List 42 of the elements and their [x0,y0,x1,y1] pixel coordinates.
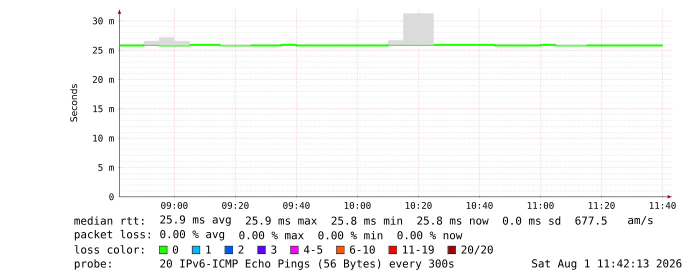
y-tick-label: 20 m [92,76,114,84]
y-tick-label: 25 m [92,46,114,54]
legend-label: 0 [172,246,178,254]
legend-label: 1 [206,246,211,254]
text: 677.5 [575,216,607,225]
text: 25.8 ms min [332,216,402,225]
y-tick-label: 30 m [92,17,114,24]
x-tick-label: 10:00 [344,202,371,209]
legend-label: 2 [238,246,244,254]
legend-label: 6-10 [350,246,375,254]
legend-label: 3 [271,246,276,254]
text: am/s [628,216,653,226]
text: 20 IPv6-ICMP Echo Pings (56 Bytes) every 300s [160,259,454,270]
x-tick-label: 11:00 [528,202,554,209]
text: 25.8 ms now [417,216,489,225]
text: 0.00 % now [397,231,462,240]
y-axis-title: Seconds [70,84,78,122]
legend-label: 11-19 [403,246,434,254]
text: packet loss: [74,230,150,241]
text: 0.00 % min [318,231,382,240]
x-tick-label: 10:40 [466,202,493,209]
y-tick-label: 15 m [93,106,114,112]
y-tick-label: 0 [109,193,114,200]
text: 0.0 ms sd [502,216,560,225]
legend-label: 4-5 [304,246,322,254]
x-tick-label: 11:20 [588,202,615,209]
text: Sat Aug 1 11:42:13 2026 [532,259,682,270]
x-tick-label: 09:40 [283,202,310,209]
text: 0.00 % max [239,231,304,240]
x-tick-label: 11:40 [650,202,676,209]
x-tick-label: 10:20 [406,202,432,209]
text: 25.9 ms max [246,216,317,225]
text: 25.9 ms avg [160,215,231,226]
x-tick-label: 09:20 [222,202,249,209]
y-tick-label: 10 m [93,134,114,142]
y-tick-label: 5 m [98,164,114,171]
legend-label: 20/20 [462,246,493,255]
text: median rtt: [74,216,144,225]
text: probe: [74,259,111,270]
text: 0.00 % avg [160,230,224,241]
x-tick-label: 09:00 [161,202,188,209]
legend-title: loss color: [74,245,144,254]
